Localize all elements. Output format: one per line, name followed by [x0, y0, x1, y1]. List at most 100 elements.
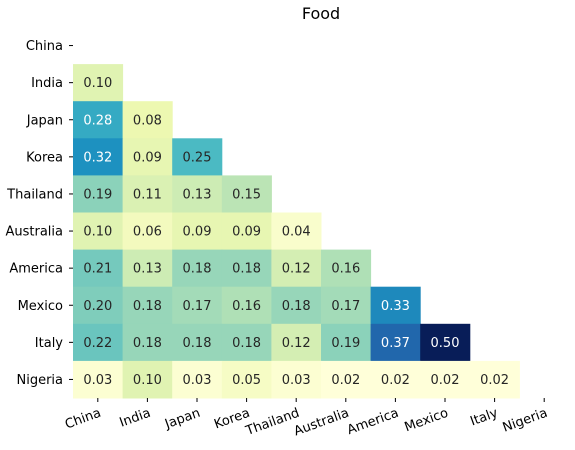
x-tick-label: Australia — [292, 406, 351, 440]
heatmap-cell — [221, 249, 272, 288]
y-tick-label: Mexico — [18, 299, 63, 314]
heatmap-cell — [73, 175, 124, 213]
heatmap-cell — [122, 323, 173, 362]
cell-value-label: 0.25 — [183, 150, 212, 165]
heatmap-cell — [221, 323, 272, 362]
heatmap-cell — [122, 175, 173, 213]
cell-value-label: 0.18 — [232, 336, 261, 351]
heatmap-cell — [172, 212, 223, 251]
cell-value-label: 0.16 — [331, 262, 360, 277]
heatmap-cell — [172, 138, 223, 176]
y-tick-label: Japan — [26, 113, 63, 128]
heatmap-cell — [122, 212, 173, 251]
cell-value-label: 0.02 — [331, 373, 360, 388]
cell-value-label: 0.10 — [133, 373, 162, 388]
x-tick-label: Italy — [468, 406, 500, 430]
cell-value-label: 0.21 — [83, 262, 112, 277]
heatmap-cell — [370, 360, 421, 399]
cell-value-label: 0.20 — [83, 299, 112, 314]
heatmap-cell — [73, 101, 124, 139]
cell-value-label: 0.10 — [83, 225, 112, 240]
heatmap-cell — [73, 360, 124, 399]
cell-value-label: 0.09 — [133, 150, 162, 165]
cell-value-label: 0.03 — [83, 373, 112, 388]
cell-value-label: 0.19 — [83, 187, 112, 202]
y-tick-label: India — [31, 76, 63, 91]
x-tick-label: India — [118, 406, 153, 431]
heatmap-cell — [370, 286, 421, 325]
heatmap-cell — [469, 360, 520, 399]
cell-value-label: 0.33 — [381, 299, 410, 314]
y-tick-label: Australia — [5, 225, 63, 240]
heatmap-cell — [420, 360, 471, 399]
heatmap-cell — [221, 175, 272, 213]
cell-value-label: 0.02 — [431, 373, 460, 388]
cell-value-label: 0.18 — [232, 262, 261, 277]
cell-value-label: 0.37 — [381, 336, 410, 351]
cell-value-label: 0.28 — [83, 113, 112, 128]
cell-value-label: 0.12 — [282, 336, 311, 351]
cell-value-label: 0.18 — [183, 262, 212, 277]
heatmap-cell — [73, 249, 124, 288]
heatmap-cell — [271, 286, 322, 325]
heatmap-cell — [321, 360, 372, 399]
heatmap-cell — [73, 64, 124, 102]
cell-value-label: 0.13 — [133, 262, 162, 277]
cell-value-label: 0.12 — [282, 262, 311, 277]
heatmap-cells: 0.10 0.28 0.08 0.32 0.09 0.25 0.19 0.11 0.13 0.15… — [73, 64, 520, 399]
heatmap-cell — [271, 249, 322, 288]
x-axis: China India Japan KoreaThailandAustraliaAme… — [63, 398, 550, 440]
cell-value-label: 0.18 — [133, 336, 162, 351]
y-tick-label: Italy — [35, 336, 64, 351]
heatmap-cell — [221, 286, 272, 325]
cell-value-label: 0.09 — [183, 225, 212, 240]
y-tick-label: Korea — [26, 150, 63, 165]
cell-value-label: 0.22 — [83, 336, 112, 351]
y-tick-label: Nigeria — [16, 373, 63, 388]
cell-value-label: 0.32 — [83, 150, 112, 165]
heatmap-cell — [172, 249, 223, 288]
cell-value-label: 0.50 — [431, 336, 460, 351]
chart-title: Food — [302, 4, 340, 23]
heatmap-cell — [172, 286, 223, 325]
heatmap-cell — [370, 323, 421, 362]
cell-value-label: 0.09 — [232, 225, 261, 240]
heatmap-cell — [221, 360, 272, 399]
cell-value-label: 0.02 — [381, 373, 410, 388]
heatmap-cell — [321, 249, 372, 288]
cell-value-label: 0.18 — [183, 336, 212, 351]
cell-value-label: 0.13 — [183, 187, 212, 202]
cell-value-label: 0.05 — [232, 373, 261, 388]
heatmap-cell — [271, 360, 322, 399]
x-tick-label: China — [63, 406, 103, 433]
y-tick-label: Thailand — [6, 187, 63, 202]
x-tick-label: Japan — [162, 406, 202, 433]
heatmap-cell — [73, 212, 124, 251]
x-tick-label: Thailand — [243, 406, 302, 440]
cell-value-label: 0.03 — [183, 373, 212, 388]
cell-value-label: 0.02 — [480, 373, 509, 388]
x-tick-label: America — [345, 406, 401, 438]
cell-value-label: 0.16 — [232, 299, 261, 314]
heatmap-cell — [271, 212, 322, 251]
heatmap-cell — [420, 323, 471, 362]
heatmap-cell — [172, 323, 223, 362]
cell-value-label: 0.17 — [183, 299, 212, 314]
heatmap-cell — [122, 360, 173, 399]
cell-value-label: 0.19 — [331, 336, 360, 351]
heatmap-cell — [271, 323, 322, 362]
heatmap-cell — [321, 286, 372, 325]
cell-value-label: 0.08 — [133, 113, 162, 128]
heatmap-cell — [73, 323, 124, 362]
y-axis: China India Japan Korea Thailand Australia Ame… — [5, 39, 73, 388]
cell-value-label: 0.11 — [133, 187, 162, 202]
heatmap-cell — [122, 286, 173, 325]
heatmap-cell — [321, 323, 372, 362]
heatmap-cell — [122, 249, 173, 288]
y-tick-label: America — [9, 262, 63, 277]
cell-value-label: 0.15 — [232, 187, 261, 202]
cell-value-label: 0.10 — [83, 76, 112, 91]
cell-value-label: 0.04 — [282, 225, 311, 240]
cell-value-label: 0.06 — [133, 225, 162, 240]
